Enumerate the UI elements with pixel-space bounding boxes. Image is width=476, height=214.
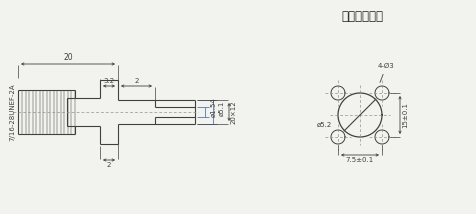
- Text: ø5.2: ø5.2: [317, 122, 332, 128]
- Text: ø1.54: ø1.54: [211, 97, 217, 117]
- Text: 7/16-28UNEF-2A: 7/16-28UNEF-2A: [9, 83, 15, 141]
- Text: 15±0.1: 15±0.1: [402, 102, 408, 128]
- Text: 2: 2: [107, 162, 111, 168]
- Text: 20×12: 20×12: [231, 100, 237, 124]
- Text: 4-Ø3: 4-Ø3: [378, 63, 395, 82]
- Text: 3.2: 3.2: [103, 78, 115, 84]
- Text: 2: 2: [134, 78, 139, 84]
- Text: 7.5±0.1: 7.5±0.1: [346, 157, 374, 163]
- Text: ø5.1: ø5.1: [219, 100, 225, 116]
- Text: 安装开孔尺寸: 安装开孔尺寸: [341, 10, 383, 23]
- Text: 20: 20: [63, 53, 73, 62]
